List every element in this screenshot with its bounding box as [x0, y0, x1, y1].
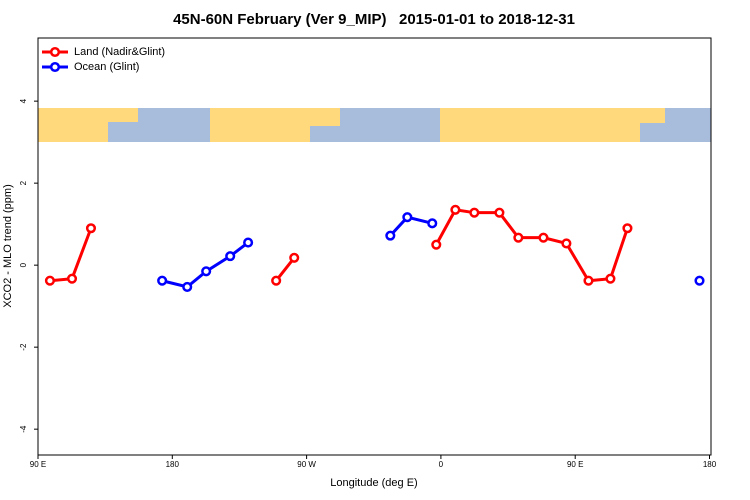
- x-tick-label: 90 E: [567, 460, 583, 469]
- y-tick-label: 0: [19, 262, 28, 267]
- x-tick-label: 180: [703, 460, 717, 469]
- data-point: [85, 223, 97, 234]
- data-point: [289, 252, 300, 263]
- map-band: [38, 108, 711, 142]
- y-tick-label: -4: [19, 425, 28, 433]
- data-point: [201, 266, 212, 277]
- data-point: [513, 232, 524, 243]
- y-tick-label: 4: [19, 98, 28, 103]
- data-point: [182, 281, 193, 292]
- data-point: [450, 204, 461, 215]
- legend-label: Ocean (Glint): [74, 61, 139, 73]
- y-axis-label: XCO2 - MLO trend (ppm): [2, 184, 14, 307]
- data-point: [469, 207, 480, 218]
- y-tick-label: -2: [19, 343, 28, 351]
- legend-marker: [49, 61, 61, 73]
- data-point: [157, 275, 168, 286]
- data-point: [427, 218, 438, 229]
- chart-title: 45N-60N February (Ver 9_MIP) 2015-01-01 …: [173, 11, 575, 28]
- plot-frame: [37, 37, 712, 456]
- data-point: [583, 275, 594, 286]
- data-point: [44, 275, 55, 286]
- x-axis-label: Longitude (deg E): [330, 477, 417, 489]
- data-point: [402, 212, 413, 223]
- series-line: [49, 208, 629, 283]
- data-point: [538, 232, 549, 243]
- data-point: [605, 273, 616, 284]
- data-point: [694, 275, 705, 286]
- data-point: [622, 223, 633, 234]
- x-tick-label: 90 W: [297, 460, 316, 469]
- data-point: [385, 230, 396, 241]
- data-point: [243, 237, 254, 248]
- data-point: [431, 239, 442, 250]
- data-point: [561, 238, 572, 249]
- legend-label: Land (Nadir&Glint): [74, 46, 165, 58]
- x-tick-label: 180: [166, 460, 180, 469]
- x-tick-label: 90 E: [30, 460, 46, 469]
- data-point: [271, 275, 282, 286]
- y-tick-label: 2: [19, 180, 28, 185]
- legend-marker: [49, 46, 61, 58]
- data-point: [494, 207, 505, 218]
- data-point: [66, 273, 78, 284]
- data-point: [225, 251, 236, 262]
- x-tick-label: 0: [439, 460, 444, 469]
